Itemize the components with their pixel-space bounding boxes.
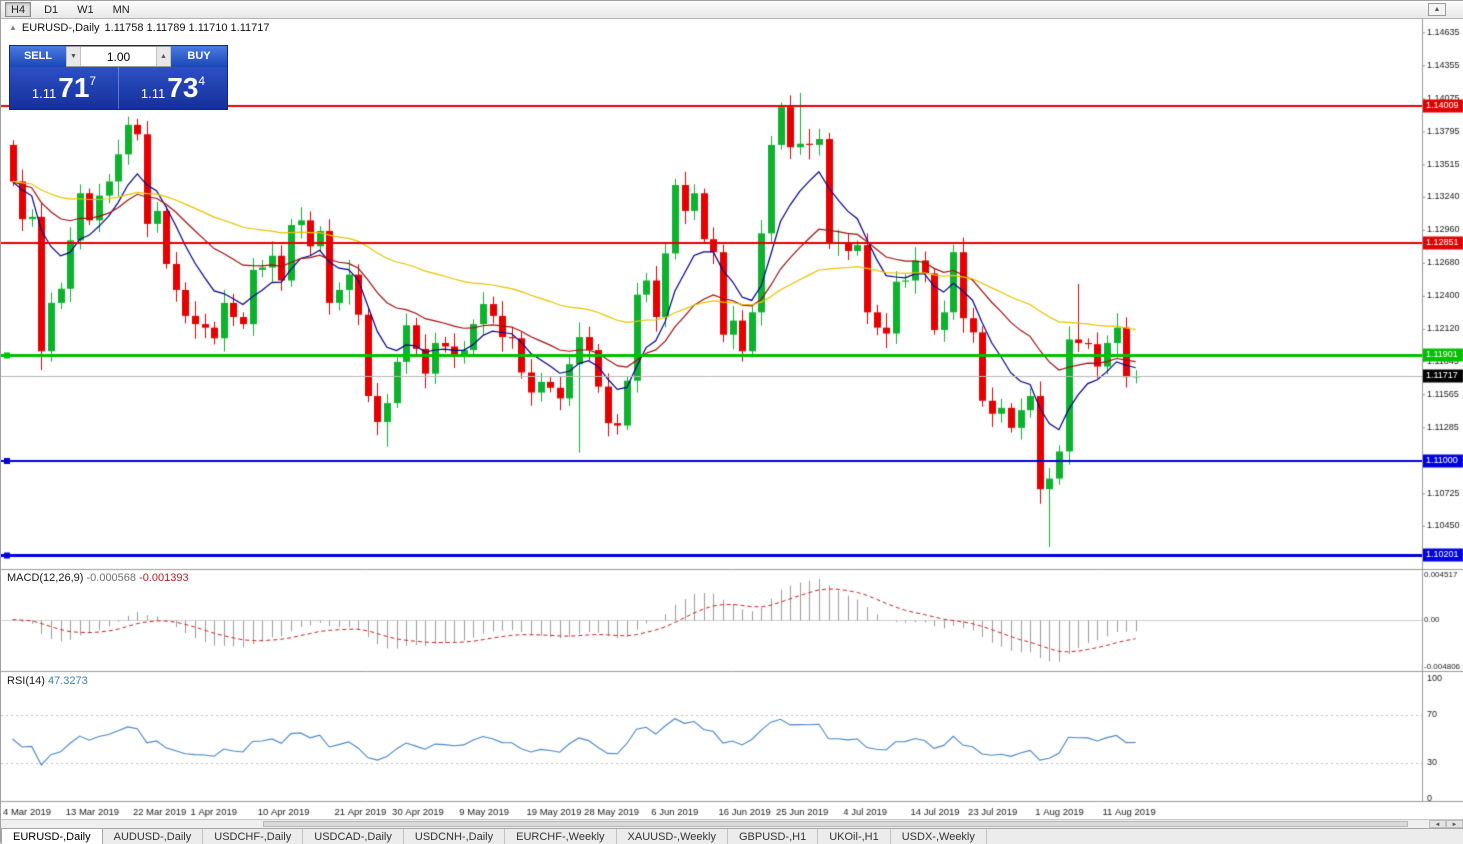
chart-canvas[interactable]: [1, 19, 1463, 819]
tab-usdx-weekly[interactable]: USDX-,Weekly: [891, 829, 987, 844]
ask-price-sup: 4: [198, 74, 206, 88]
bid-price-prefix: 1.11: [31, 85, 57, 101]
tab-gbpusd-h1[interactable]: GBPUSD-,H1: [728, 829, 819, 844]
arrow-up-button[interactable]: ▲: [1428, 3, 1446, 16]
ask-price-prefix: 1.11: [140, 85, 166, 101]
timeframe-button-mn[interactable]: MN: [112, 4, 130, 16]
bid-price-sup: 7: [89, 74, 97, 88]
rsi-indicator-label: RSI(14) 47.3273: [7, 675, 88, 687]
tab-usdcnh-daily[interactable]: USDCNH-,Daily: [404, 829, 506, 844]
scroll-right-button[interactable]: ►: [1446, 820, 1463, 828]
macd-main-value: -0.000568: [86, 572, 137, 584]
timeframe-button-w1[interactable]: W1: [77, 4, 94, 16]
scroll-left-button[interactable]: ◄: [1429, 820, 1446, 828]
tab-eurchf-weekly[interactable]: EURCHF-,Weekly: [505, 829, 617, 844]
bid-price-display[interactable]: 1.11 71 7: [10, 67, 118, 109]
ask-price-big: 73: [167, 72, 199, 103]
tab-audusd-daily[interactable]: AUDUSD-,Daily: [103, 829, 204, 844]
tab-usdcad-daily[interactable]: USDCAD-,Daily: [303, 829, 404, 844]
collapse-trading-panel-icon[interactable]: ▲: [9, 23, 17, 32]
bid-price-big: 71: [58, 72, 90, 103]
scrollbar-thumb[interactable]: [263, 821, 1408, 827]
volume-decrease-icon[interactable]: ▼: [66, 47, 81, 66]
sell-button[interactable]: SELL: [10, 46, 66, 67]
timeframe-button-d1[interactable]: D1: [44, 4, 59, 16]
tab-xauusd-weekly[interactable]: XAUUSD-,Weekly: [617, 829, 728, 844]
macd-title: MACD(12,26,9): [7, 572, 84, 584]
rsi-value: 47.3273: [47, 675, 88, 687]
chart-title-symbol: EURUSD-,Daily: [21, 22, 100, 34]
top-toolbar: H4 D1 W1 MN ▲: [1, 1, 1463, 19]
timeframe-button-h4[interactable]: H4: [5, 2, 32, 17]
macd-signal-value: -0.001393: [139, 572, 189, 584]
chart-tab-bar: EURUSD-,Daily AUDUSD-,Daily USDCHF-,Dail…: [1, 828, 1463, 844]
tab-eurusd-daily[interactable]: EURUSD-,Daily: [1, 828, 103, 844]
tab-ukoil-h1[interactable]: UKOil-,H1: [818, 829, 891, 844]
macd-indicator-label: MACD(12,26,9) -0.000568 -0.001393: [7, 572, 189, 584]
rsi-title: RSI(14): [7, 675, 45, 687]
ask-price-display[interactable]: 1.11 73 4: [118, 67, 227, 109]
volume-box: ▼ ▲: [66, 46, 171, 67]
horizontal-scrollbar[interactable]: ◄ ►: [1, 819, 1463, 828]
tab-usdchf-daily[interactable]: USDCHF-,Daily: [203, 829, 304, 844]
chart-title: ▲ EURUSD-,Daily 1.11758 1.11789 1.11710 …: [9, 22, 270, 34]
one-click-trading-panel: SELL ▼ ▲ BUY 1.11 71 7 1.11 73 4: [9, 45, 228, 110]
buy-button[interactable]: BUY: [171, 46, 227, 67]
volume-increase-icon[interactable]: ▲: [156, 47, 171, 66]
volume-input[interactable]: [81, 47, 156, 66]
chart-title-ohlc: 1.11758 1.11789 1.11710 1.11717: [104, 22, 270, 34]
